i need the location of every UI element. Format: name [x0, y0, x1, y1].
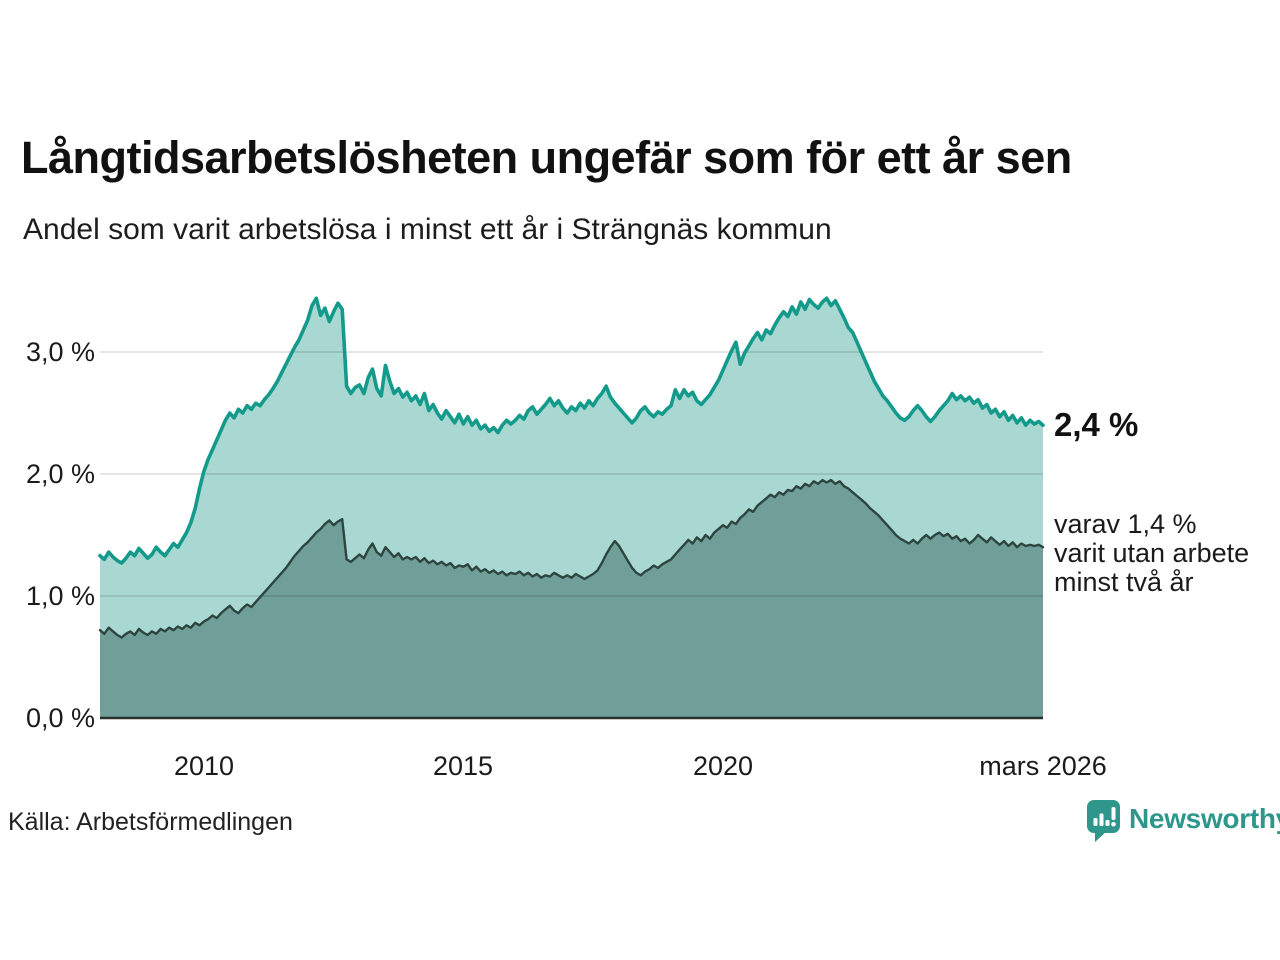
source-credit: Källa: Arbetsförmedlingen — [8, 808, 293, 836]
x-axis-label: 2015 — [432, 751, 494, 781]
end-value-label-secondary-line: varit utan arbete — [1054, 538, 1250, 568]
series-line-secondary — [98, 478, 1045, 639]
series-area-secondary — [100, 480, 1043, 718]
end-value-label-secondary: varav 1,4 % varit utan arbete minst två … — [1054, 510, 1249, 597]
x-axis-label: mars 2026 — [979, 751, 1107, 781]
newsworthy-logo[interactable]: Newsworthy — [1086, 799, 1280, 843]
chart-title: Långtidsarbetslösheten ungefär som för e… — [21, 132, 1072, 183]
y-axis-label: 1,0 % — [25, 581, 95, 611]
chart-subtitle: Andel som varit arbetslösa i minst ett å… — [23, 213, 832, 246]
y-axis-label: 0,0 % — [25, 703, 95, 733]
x-axis-label: 2020 — [692, 751, 754, 781]
end-value-label-secondary-line: minst två år — [1054, 567, 1194, 597]
end-value-label-total: 2,4 % — [1054, 406, 1139, 443]
newsworthy-wordmark: Newsworthy — [1129, 803, 1280, 834]
y-axis-label: 2,0 % — [25, 459, 95, 489]
bar-chart-speech-bubble-icon — [1087, 800, 1120, 842]
series-line-total — [98, 296, 1045, 565]
end-value-label-secondary-line: varav 1,4 % — [1054, 509, 1197, 539]
x-axis-label: 2010 — [173, 751, 235, 781]
y-axis-label: 3,0 % — [25, 337, 95, 367]
